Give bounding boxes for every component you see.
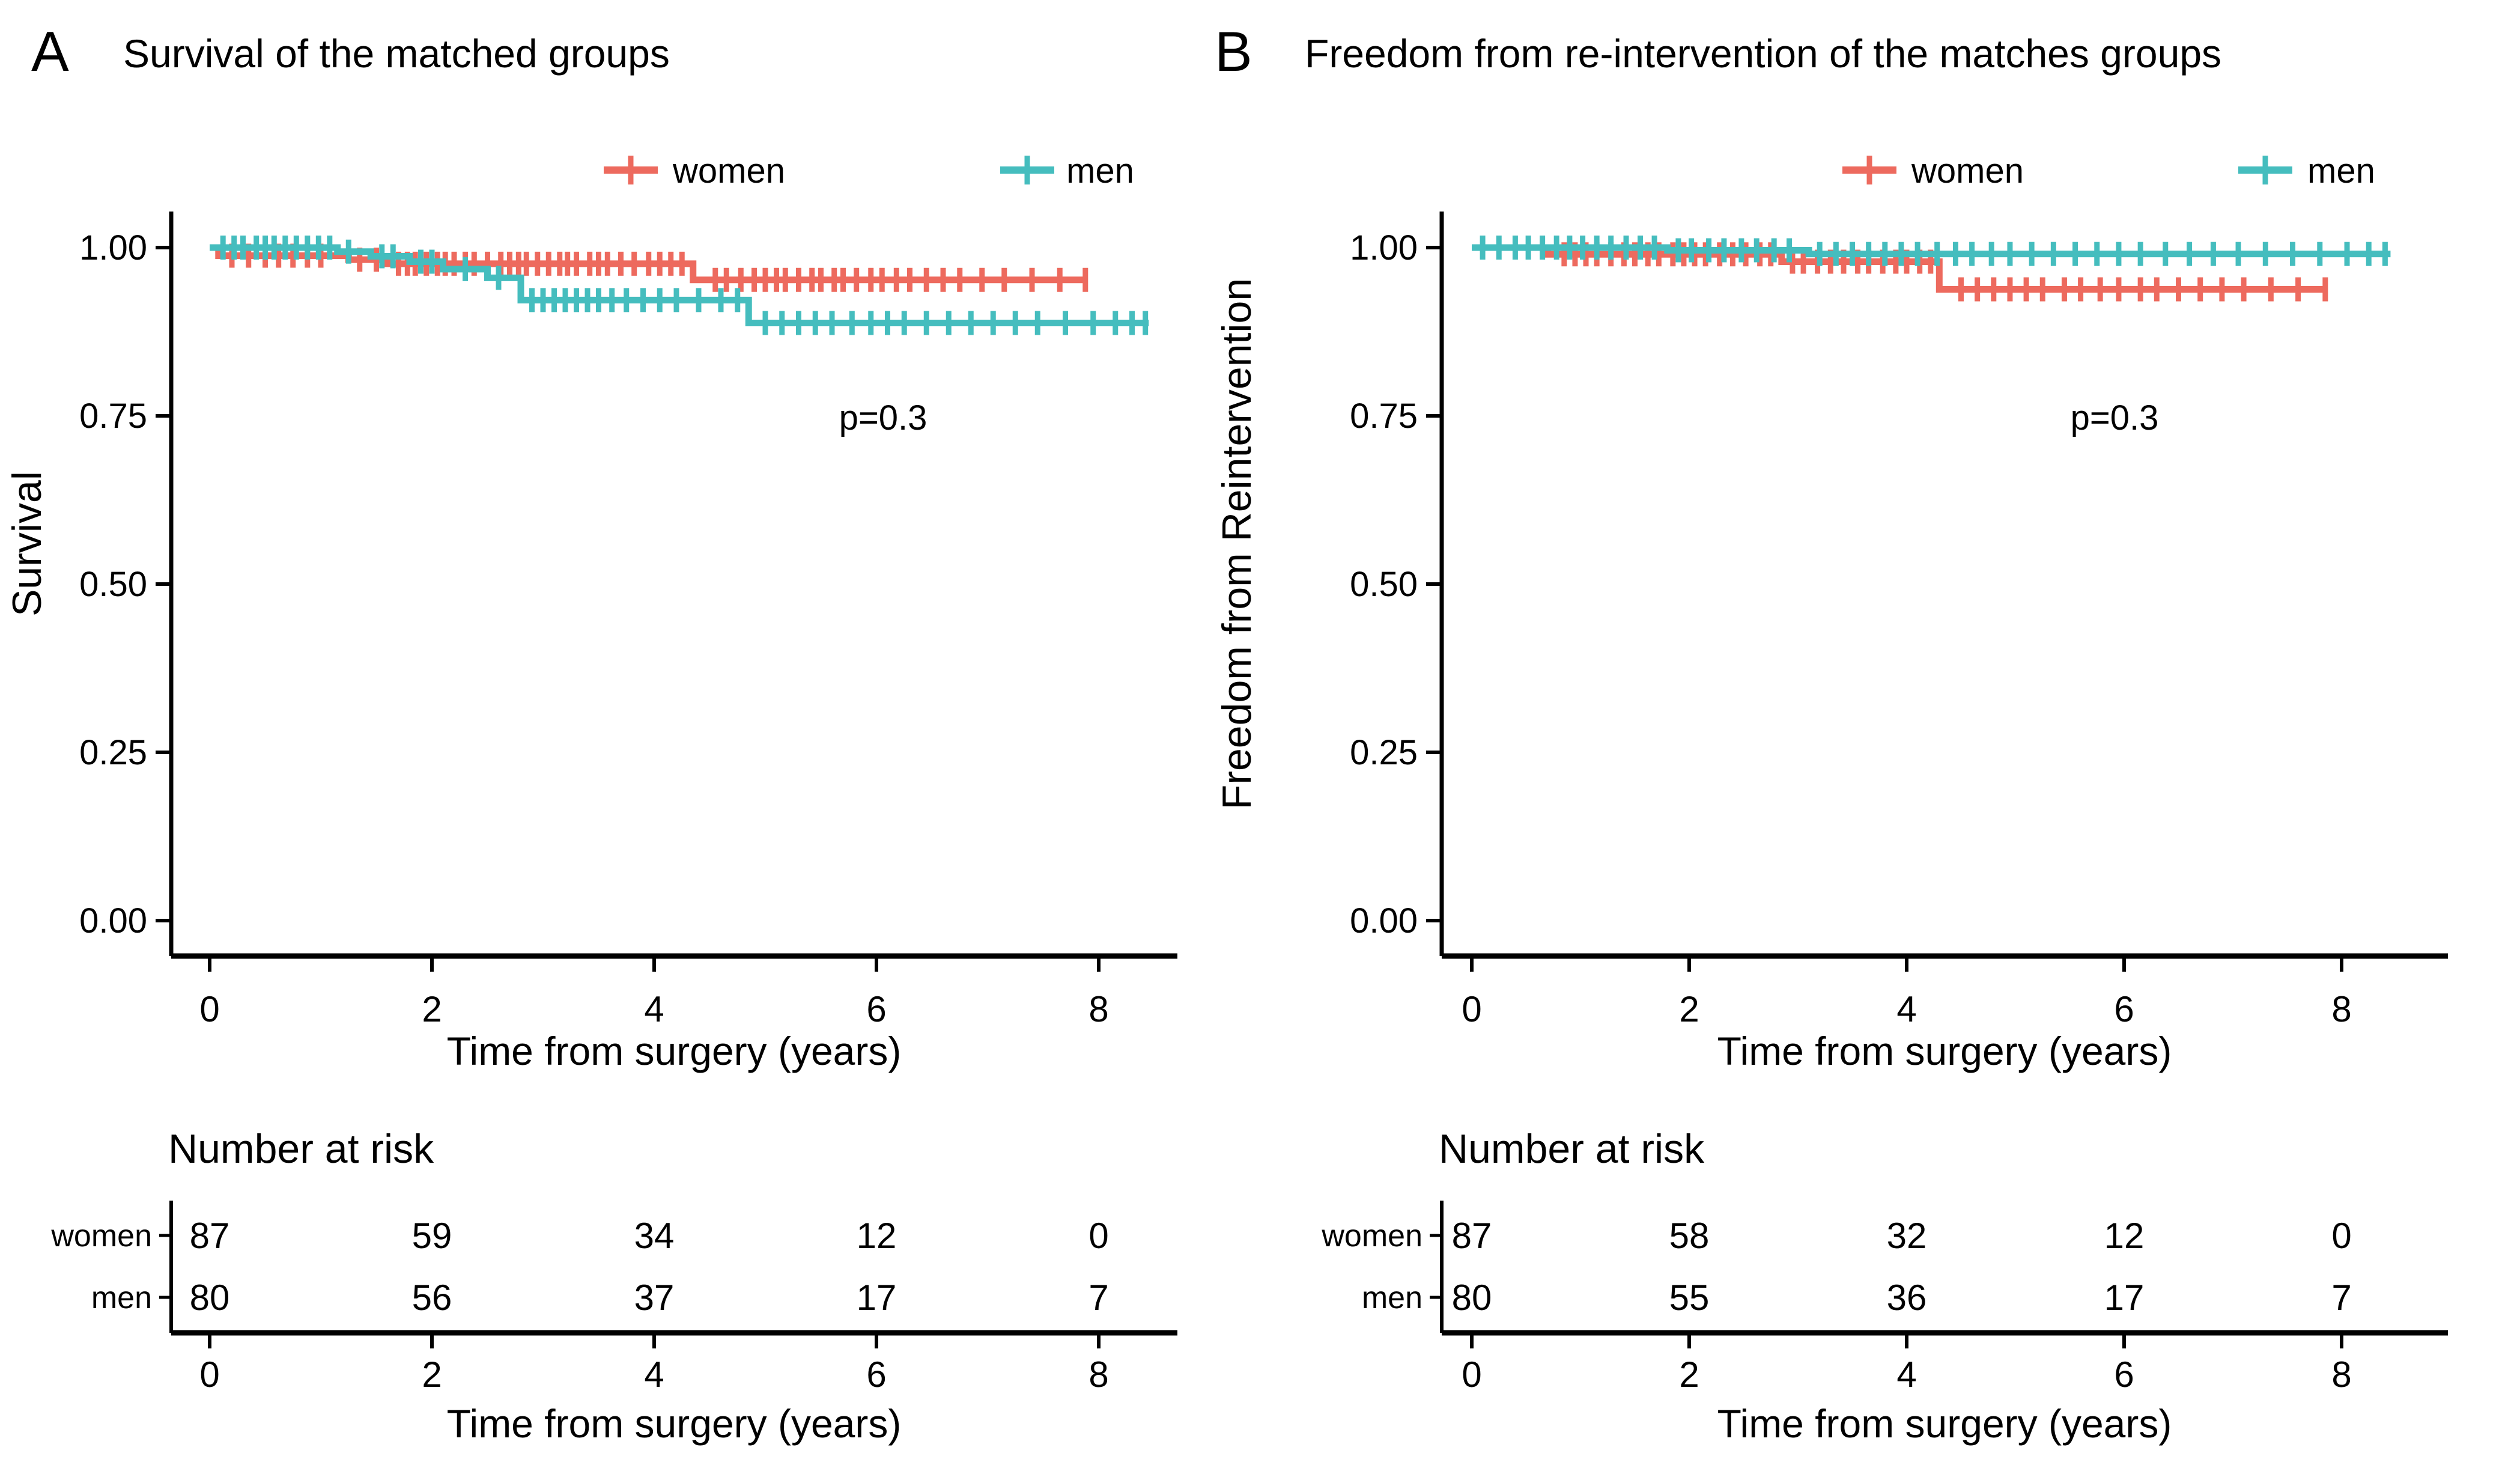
- p-value-annotation: p=0.3: [839, 398, 928, 437]
- x-tick-label: 4: [644, 989, 664, 1029]
- risk-count: 12: [857, 1216, 897, 1256]
- risk-x-tick-label: 8: [2331, 1354, 2351, 1395]
- y-tick-label: 0.25: [79, 733, 147, 772]
- y-tick-label: 0.50: [79, 565, 147, 604]
- x-axis-title: Time from surgery (years): [1717, 1029, 2172, 1073]
- risk-count: 55: [1669, 1278, 1710, 1318]
- y-axis-title: Freedom from Reintervention: [1214, 278, 1260, 809]
- risk-count: 0: [1088, 1216, 1108, 1256]
- risk-x-tick-label: 0: [199, 1354, 219, 1395]
- km-curve-women: [210, 244, 1088, 284]
- risk-count: 87: [1452, 1216, 1492, 1256]
- y-tick-label: 1.00: [1350, 228, 1418, 267]
- risk-x-tick-label: 8: [1088, 1354, 1108, 1395]
- y-tick-label: 1.00: [79, 228, 147, 267]
- risk-count: 59: [412, 1216, 452, 1256]
- legend-label-men: men: [1066, 151, 1134, 190]
- x-tick-label: 8: [1088, 989, 1108, 1029]
- x-tick-label: 6: [2114, 989, 2134, 1029]
- y-tick-label: 0.00: [79, 901, 147, 940]
- y-tick-label: 0.25: [1350, 733, 1418, 772]
- risk-count: 12: [2104, 1216, 2145, 1256]
- legend: women men: [604, 151, 1134, 190]
- y-axis-title: Survival: [4, 471, 50, 617]
- risk-count: 58: [1669, 1216, 1710, 1256]
- risk-x-tick-label: 2: [1679, 1354, 1699, 1395]
- panel-letter: B: [1215, 20, 1252, 83]
- legend-label-men: men: [2307, 151, 2375, 190]
- x-tick-label: 2: [422, 989, 442, 1029]
- risk-row-label-women: women: [1321, 1219, 1422, 1253]
- legend-label-women: women: [672, 151, 785, 190]
- legend: women men: [1842, 151, 2375, 190]
- risk-count: 37: [634, 1278, 675, 1318]
- x-tick-label: 8: [2331, 989, 2351, 1029]
- risk-count: 17: [2104, 1278, 2145, 1318]
- x-tick-label: 0: [1462, 989, 1481, 1029]
- risk-row-label-women: women: [50, 1219, 152, 1253]
- y-tick-label: 0.75: [1350, 397, 1418, 436]
- risk-row-label-men: men: [91, 1281, 152, 1315]
- panel-title: Survival of the matched groups: [123, 31, 670, 76]
- panel-a: A Survival of the matched groups women m…: [4, 20, 1177, 1446]
- risk-row-label-men: men: [1362, 1281, 1422, 1315]
- risk-count: 32: [1887, 1216, 1927, 1256]
- risk-count: 7: [2331, 1278, 2351, 1318]
- legend-label-women: women: [1911, 151, 2024, 190]
- risk-table-x-axis-title: Time from surgery (years): [447, 1401, 902, 1446]
- x-tick-label: 0: [199, 989, 219, 1029]
- risk-x-tick-label: 2: [422, 1354, 442, 1395]
- risk-count: 56: [412, 1278, 452, 1318]
- risk-count: 80: [1452, 1278, 1492, 1318]
- x-tick-label: 6: [866, 989, 886, 1029]
- km-curve-men: [1472, 244, 2391, 258]
- panel-letter: A: [31, 20, 69, 83]
- x-tick-label: 2: [1679, 989, 1699, 1029]
- risk-x-tick-label: 4: [1896, 1354, 1916, 1395]
- panel-b: B Freedom from re-intervention of the ma…: [1214, 20, 2448, 1446]
- risk-count: 34: [634, 1216, 675, 1256]
- risk-x-tick-label: 4: [644, 1354, 664, 1395]
- risk-x-tick-label: 6: [866, 1354, 886, 1395]
- p-value-annotation: p=0.3: [2071, 398, 2159, 437]
- panel-title: Freedom from re-intervention of the matc…: [1305, 31, 2221, 76]
- risk-x-tick-label: 0: [1462, 1354, 1481, 1395]
- risk-count: 87: [190, 1216, 230, 1256]
- x-tick-label: 4: [1896, 989, 1916, 1029]
- km-curve-men: [210, 244, 1149, 326]
- risk-table-header: Number at risk: [168, 1126, 434, 1172]
- risk-table-x-axis-title: Time from surgery (years): [1717, 1401, 2172, 1446]
- risk-table-header: Number at risk: [1439, 1126, 1705, 1172]
- y-tick-label: 0.75: [79, 397, 147, 436]
- risk-count: 36: [1887, 1278, 1927, 1318]
- x-axis-title: Time from surgery (years): [447, 1029, 902, 1073]
- risk-count: 7: [1088, 1278, 1108, 1318]
- y-tick-label: 0.50: [1350, 565, 1418, 604]
- risk-count: 80: [190, 1278, 230, 1318]
- risk-count: 17: [857, 1278, 897, 1318]
- risk-count: 0: [2331, 1216, 2351, 1256]
- y-tick-label: 0.00: [1350, 901, 1418, 940]
- risk-x-tick-label: 6: [2114, 1354, 2134, 1395]
